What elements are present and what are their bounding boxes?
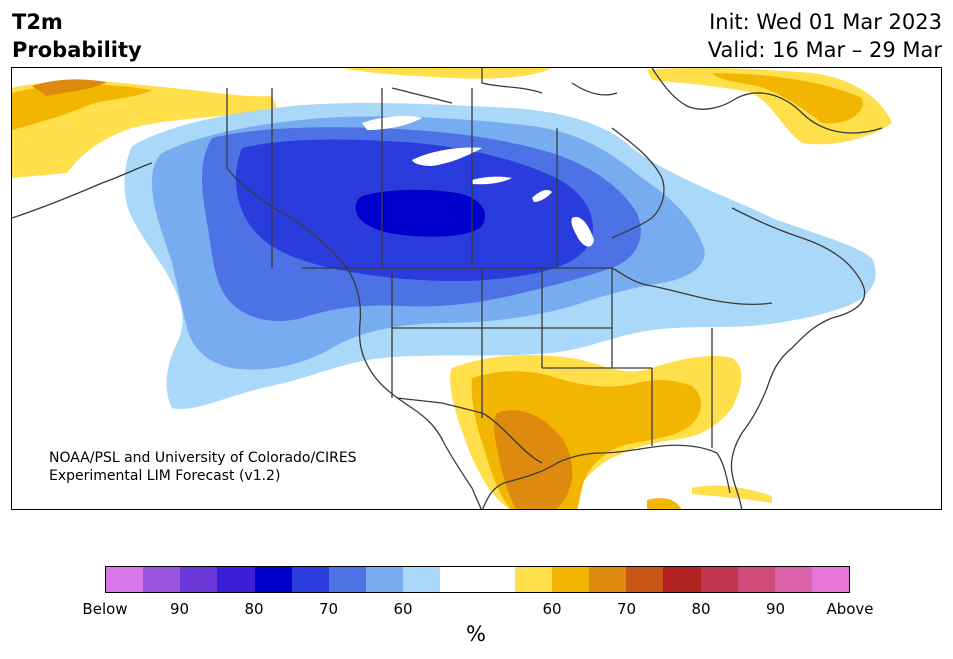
lake-1 xyxy=(362,115,422,130)
colorbar-tick-label: 80 xyxy=(691,600,711,618)
lake-3 xyxy=(472,176,512,185)
greenland-warm-core xyxy=(712,73,863,124)
valid-period: Valid: 16 Mar – 29 Mar xyxy=(707,38,942,62)
us-mexico-border xyxy=(396,397,543,464)
colorbar-segment xyxy=(774,567,812,592)
colorbar-segment xyxy=(217,567,255,592)
colorbar-segment xyxy=(514,567,552,592)
gulf-coast xyxy=(482,444,731,509)
map-credit: NOAA/PSL and University of Colorado/CIRE… xyxy=(49,449,357,485)
coastlines xyxy=(12,68,883,509)
colorbar-segment xyxy=(366,567,404,592)
cuba-warm-region xyxy=(692,485,772,503)
alaska-hot-core xyxy=(32,79,107,96)
colorbar-segment xyxy=(477,567,515,592)
colorbar-segment xyxy=(626,567,664,592)
colorbar-segment xyxy=(328,567,367,592)
colorbar-segment xyxy=(143,567,181,592)
colorbar-tick-label: 90 xyxy=(765,600,786,618)
colorbar-tick-label: 60 xyxy=(393,600,413,618)
colorbar-tick-label: Below xyxy=(82,600,128,618)
arctic-warm-strip xyxy=(342,68,552,79)
colorbar-segment xyxy=(403,567,441,592)
map-panel: NOAA/PSL and University of Colorado/CIRE… xyxy=(11,67,942,510)
colorbar-segment xyxy=(254,567,292,592)
colorbar-tick-label: 60 xyxy=(542,600,562,618)
credit-line-1: NOAA/PSL and University of Colorado/CIRE… xyxy=(49,450,357,466)
arctic-islands xyxy=(391,68,618,104)
colorbar-segment xyxy=(180,567,218,592)
colorbar-segment xyxy=(811,567,850,592)
lake-4 xyxy=(532,190,552,202)
warm-region-70 xyxy=(494,410,573,509)
colorbar-tick-label: Above xyxy=(826,600,874,618)
probability-colorbar xyxy=(105,566,850,593)
colorbar-tick-label: 80 xyxy=(244,600,264,618)
colorbar-segment xyxy=(589,567,627,592)
colorbar-segment xyxy=(291,567,329,592)
colorbar-segment xyxy=(106,567,144,592)
east-coast xyxy=(730,207,866,509)
title-variable: T2m xyxy=(12,10,63,34)
colorbar-segment xyxy=(700,567,738,592)
credit-line-2: Experimental LIM Forecast (v1.2) xyxy=(49,468,281,484)
colorbar-tick-label: 70 xyxy=(616,600,637,618)
title-type: Probability xyxy=(12,38,142,62)
forecast-dates: Init: Wed 01 Mar 2023 Valid: 16 Mar – 29… xyxy=(708,8,942,64)
map-title: T2m Probability xyxy=(12,8,142,64)
us-canada-border xyxy=(302,267,773,306)
cold-region-85 xyxy=(355,189,486,237)
west-coast xyxy=(12,88,482,509)
colorbar-segment xyxy=(663,567,701,592)
probability-map xyxy=(12,68,941,509)
colorbar-tick-label: 90 xyxy=(169,600,190,618)
hudson-bay xyxy=(611,127,665,239)
lake-5 xyxy=(571,217,594,247)
south-warm-region xyxy=(647,498,681,509)
colorbar-unit: % xyxy=(466,622,486,646)
colorbar-tick-label: 70 xyxy=(318,600,339,618)
colorbar-segment xyxy=(737,567,775,592)
lake-2 xyxy=(412,147,482,166)
internal-borders xyxy=(271,88,713,448)
colorbar-segment xyxy=(440,567,478,592)
greenland-coast xyxy=(651,68,883,134)
colorbar-segment xyxy=(551,567,590,592)
init-date: Init: Wed 01 Mar 2023 xyxy=(709,10,942,34)
